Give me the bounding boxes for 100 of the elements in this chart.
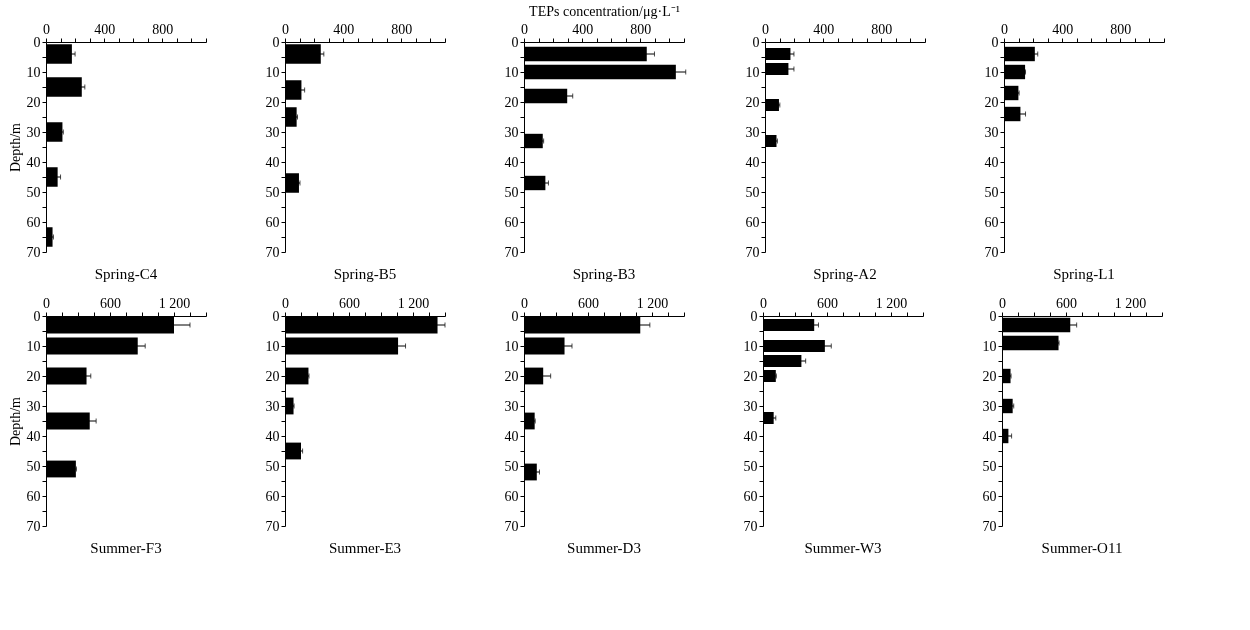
y-tick-label: 10 xyxy=(504,338,519,354)
y-tick-label: 70 xyxy=(982,518,997,534)
y-tick-label: 10 xyxy=(26,338,41,354)
y-tick-label: 50 xyxy=(984,184,999,200)
y-tick-label: 50 xyxy=(265,458,280,474)
y-tick-label: 30 xyxy=(743,398,758,414)
y-tick-label: 60 xyxy=(982,488,997,504)
y-tick-label: 10 xyxy=(26,64,41,80)
y-tick-label: 30 xyxy=(984,124,999,140)
y-tick-label: 10 xyxy=(265,338,280,354)
y-tick-label: 10 xyxy=(265,64,280,80)
y-tick-label: 0 xyxy=(272,34,280,50)
x-tick-label: 400 xyxy=(572,21,594,37)
y-tick-label: 30 xyxy=(504,124,519,140)
y-tick-label: 70 xyxy=(504,244,519,260)
y-tick-label: 20 xyxy=(26,94,41,110)
y-tick-label: 30 xyxy=(265,398,280,414)
y-tick-label: 0 xyxy=(511,308,519,324)
y-tick-label: 70 xyxy=(743,518,758,534)
y-tick-label: 20 xyxy=(982,368,997,384)
y-tick-label: 0 xyxy=(752,34,760,50)
text: Summer-F3 xyxy=(90,540,162,556)
text: Summer-D3 xyxy=(567,540,641,556)
y-tick-label: 10 xyxy=(984,64,999,80)
y-tick-label: 30 xyxy=(26,398,41,414)
y-tick-label: 60 xyxy=(984,214,999,230)
x-tick-label: 400 xyxy=(333,21,355,37)
y-tick-label: 40 xyxy=(743,428,758,444)
y-tick-label: 50 xyxy=(982,458,997,474)
y-tick-label: 70 xyxy=(745,244,760,260)
y-tick-label: 0 xyxy=(33,34,41,50)
y-tick-label: 10 xyxy=(982,338,997,354)
y-tick-label: 60 xyxy=(745,214,760,230)
y-tick-label: 10 xyxy=(504,64,519,80)
y-tick-label: 40 xyxy=(982,428,997,444)
text: Spring-C4 xyxy=(94,266,158,282)
y-tick-label: 70 xyxy=(26,244,41,260)
text: Spring-B5 xyxy=(333,266,397,282)
y-tick-label: 50 xyxy=(504,184,519,200)
text: Summer-W3 xyxy=(804,540,882,556)
y-tick-label: 20 xyxy=(984,94,999,110)
y-tick-label: 60 xyxy=(504,214,519,230)
y-tick-label: 0 xyxy=(991,34,999,50)
y-tick-label: 10 xyxy=(743,338,758,354)
x-tick-label: 600 xyxy=(100,295,121,311)
y-tick-label: 60 xyxy=(265,488,280,504)
x-axis-title: TEPs concentration/μg·L⁻¹ xyxy=(529,3,680,19)
y-tick-label: 0 xyxy=(272,308,280,324)
y-tick-label: 50 xyxy=(26,184,41,200)
x-tick-label: 600 xyxy=(817,295,838,311)
y-tick-label: 0 xyxy=(511,34,519,50)
y-tick-label: 50 xyxy=(26,458,41,474)
y-tick-label: 20 xyxy=(745,94,760,110)
y-tick-label: 20 xyxy=(504,368,519,384)
y-tick-label: 20 xyxy=(265,94,280,110)
x-tick-label: 800 xyxy=(1110,21,1132,37)
y-tick-label: 40 xyxy=(26,154,41,170)
y-tick-label: 70 xyxy=(265,244,280,260)
x-tick-label: 600 xyxy=(339,295,360,311)
x-tick-label: 400 xyxy=(1052,21,1074,37)
y-tick-label: 20 xyxy=(504,94,519,110)
x-tick-label: 1 200 xyxy=(875,295,908,311)
y-tick-label: 70 xyxy=(504,518,519,534)
x-tick-label: 600 xyxy=(1056,295,1077,311)
y-tick-label: 50 xyxy=(504,458,519,474)
y-tick-label: 10 xyxy=(745,64,760,80)
y-tick-label: 0 xyxy=(33,308,41,324)
y-tick-label: 30 xyxy=(265,124,280,140)
y-tick-label: 60 xyxy=(26,488,41,504)
x-tick-label: 1 200 xyxy=(636,295,669,311)
y-tick-label: 60 xyxy=(265,214,280,230)
y-axis-title: Depth/m xyxy=(7,396,23,446)
y-tick-label: 50 xyxy=(265,184,280,200)
y-tick-label: 70 xyxy=(984,244,999,260)
y-tick-label: 40 xyxy=(984,154,999,170)
y-tick-label: 40 xyxy=(745,154,760,170)
text: Summer-O11 xyxy=(1041,540,1123,556)
y-tick-label: 70 xyxy=(26,518,41,534)
y-tick-label: 70 xyxy=(265,518,280,534)
text: Spring-A2 xyxy=(813,266,877,282)
y-tick-label: 20 xyxy=(265,368,280,384)
y-tick-label: 60 xyxy=(743,488,758,504)
y-tick-label: 30 xyxy=(745,124,760,140)
text: Summer-E3 xyxy=(328,540,402,556)
text: Spring-L1 xyxy=(1053,266,1115,282)
x-tick-label: 800 xyxy=(391,21,413,37)
y-tick-label: 0 xyxy=(989,308,997,324)
y-tick-label: 20 xyxy=(743,368,758,384)
x-tick-label: 1 200 xyxy=(158,295,191,311)
y-tick-label: 40 xyxy=(265,428,280,444)
y-tick-label: 40 xyxy=(504,154,519,170)
y-tick-label: 30 xyxy=(504,398,519,414)
y-tick-label: 0 xyxy=(750,308,758,324)
y-tick-label: 60 xyxy=(26,214,41,230)
y-tick-label: 60 xyxy=(504,488,519,504)
x-tick-label: 800 xyxy=(630,21,652,37)
y-tick-label: 30 xyxy=(982,398,997,414)
y-tick-label: 40 xyxy=(504,428,519,444)
y-axis-title: Depth/m xyxy=(7,122,23,172)
y-tick-label: 50 xyxy=(743,458,758,474)
